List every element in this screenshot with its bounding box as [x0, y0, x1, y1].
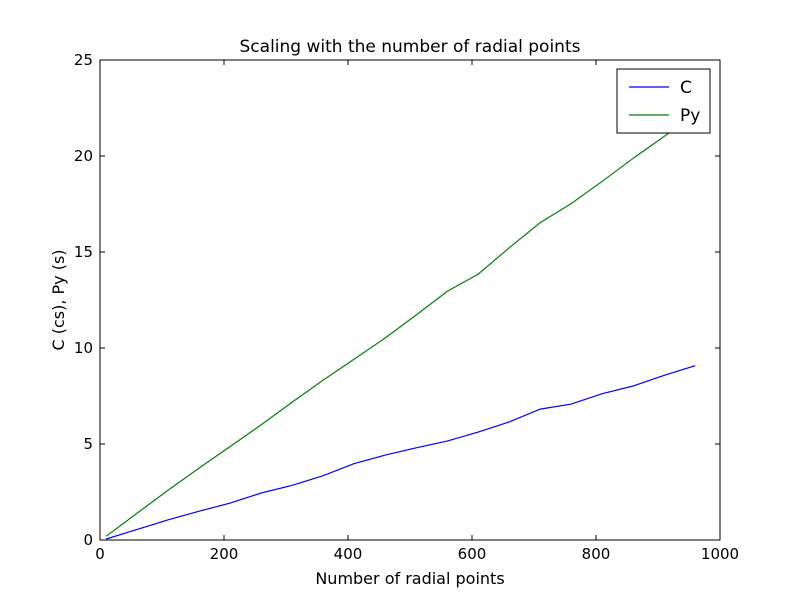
y-tick-label: 15	[74, 243, 93, 261]
x-tick-label: 1000	[701, 545, 739, 563]
y-axis-label: C (cs), Py (s)	[49, 249, 68, 350]
x-tick-label: 200	[210, 545, 239, 563]
x-tick-label: 0	[95, 545, 105, 563]
series-line-py	[105, 113, 696, 537]
y-tick-label: 0	[83, 531, 93, 549]
y-tick-label: 25	[74, 51, 93, 69]
y-tick-label: 20	[74, 147, 93, 165]
legend-label-py: Py	[680, 106, 700, 126]
x-tick-label: 800	[582, 545, 611, 563]
legend: C Py	[616, 68, 711, 134]
chart-title: Scaling with the number of radial points	[240, 37, 581, 57]
plot-area-frame	[99, 59, 721, 541]
x-tick-label: 400	[334, 545, 363, 563]
legend-box	[616, 68, 711, 134]
series-line-c	[106, 365, 696, 540]
x-tick-label: 600	[458, 545, 487, 563]
legend-label-c: C	[680, 78, 692, 98]
y-tick-label: 10	[74, 339, 93, 357]
y-tick-label: 5	[83, 435, 93, 453]
x-axis-label: Number of radial points	[315, 569, 504, 588]
